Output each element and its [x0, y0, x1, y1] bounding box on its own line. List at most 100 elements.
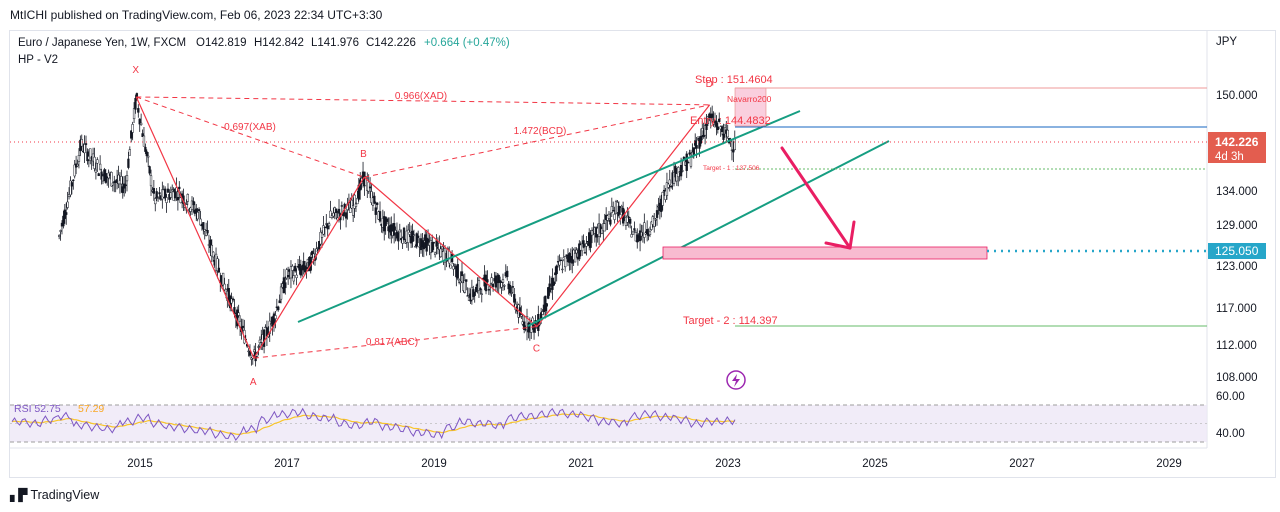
candle-body	[460, 271, 464, 277]
candle-body	[120, 176, 123, 185]
candle-body	[84, 143, 88, 145]
candle-body	[378, 211, 382, 222]
arrow-head-left	[824, 241, 852, 250]
candle-body	[626, 215, 629, 223]
candle-body	[417, 235, 420, 238]
x-tick-label: 2019	[421, 458, 447, 470]
candle-body	[277, 306, 280, 311]
candle-body	[111, 182, 115, 186]
entry-label: Entry : 144.4832	[690, 115, 771, 127]
candle-body	[667, 183, 670, 188]
candle-body	[100, 171, 103, 180]
candle-body	[373, 195, 376, 204]
candle-body	[223, 283, 226, 291]
candle-body	[433, 252, 437, 255]
candle-body	[705, 124, 708, 130]
candle-body	[627, 216, 630, 219]
candle-body	[636, 234, 639, 243]
candle-body	[284, 282, 287, 289]
channel-lower-line	[527, 140, 890, 327]
candle-body	[438, 242, 441, 250]
ohlc-low: L141.976	[311, 37, 359, 49]
candle-body	[479, 288, 482, 290]
x-tick-label: 2027	[1009, 458, 1035, 470]
candle-body	[541, 311, 544, 315]
candle-body	[217, 267, 221, 273]
candle-body	[559, 259, 563, 262]
candle-body	[432, 241, 435, 244]
candle-body	[285, 269, 288, 279]
candle-body	[374, 207, 377, 215]
published-header: MtICHI published on TradingView.com, Feb…	[0, 0, 1280, 30]
candle-body	[165, 197, 168, 203]
candle-body	[141, 133, 144, 137]
candle-body	[154, 198, 157, 205]
candle-body	[158, 192, 161, 195]
rsi-pane[interactable]: RSI 52.75 57.29 60.00 40.00	[10, 391, 1245, 443]
candle-body	[499, 280, 502, 283]
lightning-icon[interactable]	[726, 370, 746, 390]
candle-body	[650, 221, 653, 230]
candle-body	[733, 138, 736, 150]
navarro-label: Navarro200	[727, 94, 772, 104]
candle-body	[653, 218, 656, 227]
candle-body	[490, 277, 493, 284]
candle-body	[134, 98, 137, 110]
candle-body	[350, 199, 353, 209]
candle-body	[392, 222, 396, 236]
rsi-line	[11, 407, 736, 442]
ohlc-change: +0.664 (+0.47%)	[424, 37, 510, 49]
y-tick-label: 129.000	[1216, 220, 1258, 232]
candle-body	[94, 169, 98, 173]
y-tick-label: 123.000	[1216, 261, 1258, 273]
candle-body	[291, 265, 294, 271]
last-price-value: 142.226	[1215, 135, 1259, 149]
candle-body	[66, 201, 69, 208]
candle-body	[353, 194, 356, 209]
chart-frame[interactable]	[9, 30, 1276, 478]
target2-label: Target - 2 : 114.397	[683, 315, 778, 327]
channel-upper-line	[297, 110, 801, 323]
candle-body	[212, 251, 215, 258]
trade-levels: Stop : 151.4604 Entry : 144.4832 Target - …	[10, 74, 1207, 327]
candle-body	[672, 172, 676, 184]
candle-body	[70, 182, 74, 187]
candle-body	[600, 228, 604, 234]
candle-body	[661, 191, 664, 206]
candle-body	[694, 140, 697, 146]
candle-body	[453, 264, 457, 266]
footer-brand[interactable]: TradingView	[30, 488, 100, 502]
candle-body	[511, 286, 515, 288]
candle-body	[125, 175, 129, 182]
candle-body	[196, 212, 199, 220]
candle-body	[221, 272, 225, 286]
time-axis[interactable]: 2015 2017 2019 2021 2023 2025 2027 2029	[127, 458, 1182, 470]
candle-body	[706, 116, 710, 124]
candle-body	[547, 287, 550, 299]
candle-body	[268, 320, 271, 334]
candle-body	[330, 215, 334, 219]
harmonic-ratio-label: 0.697(XAB)	[224, 122, 276, 133]
candle-body	[294, 265, 297, 272]
price-candles	[58, 92, 736, 367]
candle-body	[289, 266, 293, 279]
candle-body	[703, 125, 707, 136]
candle-body	[69, 180, 72, 196]
candle-body	[356, 197, 359, 205]
harmonic-point-label: D	[706, 79, 713, 90]
price-axis[interactable]: 150.000 134.000 129.000 123.000 117.000 112.0…	[1216, 90, 1258, 384]
candle-body	[195, 208, 198, 213]
candle-body	[237, 312, 240, 316]
candle-body	[332, 212, 335, 217]
x-tick-label: 2023	[715, 458, 741, 470]
candle-body	[197, 209, 201, 212]
candle-body	[699, 135, 703, 144]
candle-body	[77, 155, 81, 162]
candle-body	[426, 238, 430, 244]
candle-body	[311, 251, 314, 255]
candle-body	[510, 292, 513, 294]
candle-body	[295, 274, 298, 279]
candle-body	[96, 159, 99, 164]
candle-body	[643, 222, 646, 238]
